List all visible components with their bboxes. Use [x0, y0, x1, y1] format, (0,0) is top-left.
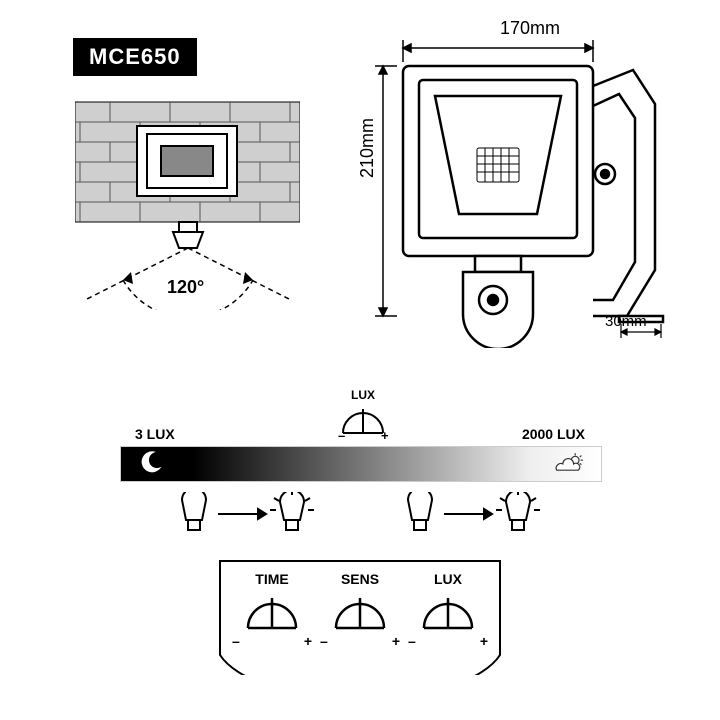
dial-sens-signs: – +: [320, 633, 400, 649]
dimensions-diagram: 170mm 210mm 30mm: [365, 18, 685, 348]
dial-time-label: TIME: [232, 571, 312, 587]
width-dimension-label: 170mm: [500, 18, 560, 39]
height-dimension-label: 210mm: [357, 118, 378, 178]
lux-gradient-bar: [120, 446, 602, 482]
minus-sign: –: [320, 633, 328, 649]
model-badge: MCE650: [73, 38, 197, 76]
lux-max-label: 2000 LUX: [522, 426, 585, 442]
page-root: MCE650: [0, 0, 720, 720]
lux-range-panel: LUX – + 3 LUX 2000 LUX: [120, 388, 600, 543]
minus-sign: –: [408, 633, 416, 649]
plus-sign: +: [480, 633, 488, 649]
controls-panel: TIME – + SENS: [210, 555, 510, 675]
dial-lux-signs: – +: [408, 633, 488, 649]
bulb-transition-day: [398, 492, 548, 536]
depth-dimension-label: 30mm: [605, 313, 647, 330]
bulb-transition-night: [172, 492, 322, 536]
dial-icon: [242, 588, 302, 638]
svg-text:+: +: [381, 428, 388, 441]
dial-icon: [330, 588, 390, 638]
lux-min-label: 3 LUX: [135, 426, 175, 442]
dial-lux-label: LUX: [408, 571, 488, 587]
detection-angle-label: 120°: [167, 277, 204, 298]
lux-top-dial: LUX – +: [335, 388, 391, 446]
dial-sens-label: SENS: [320, 571, 400, 587]
lux-top-dial-label: LUX: [335, 388, 391, 402]
dial-icon: – +: [338, 403, 388, 441]
moon-icon: [138, 450, 162, 474]
plus-sign: +: [392, 633, 400, 649]
wall-mount-diagram: 120°: [75, 100, 300, 310]
dial-icon: [418, 588, 478, 638]
plus-sign: +: [304, 633, 312, 649]
sun-cloud-icon: [552, 452, 586, 476]
minus-sign: –: [232, 633, 240, 649]
svg-text:–: –: [338, 428, 345, 441]
dimensions-svg: [365, 18, 685, 348]
dial-time-signs: – +: [232, 633, 312, 649]
